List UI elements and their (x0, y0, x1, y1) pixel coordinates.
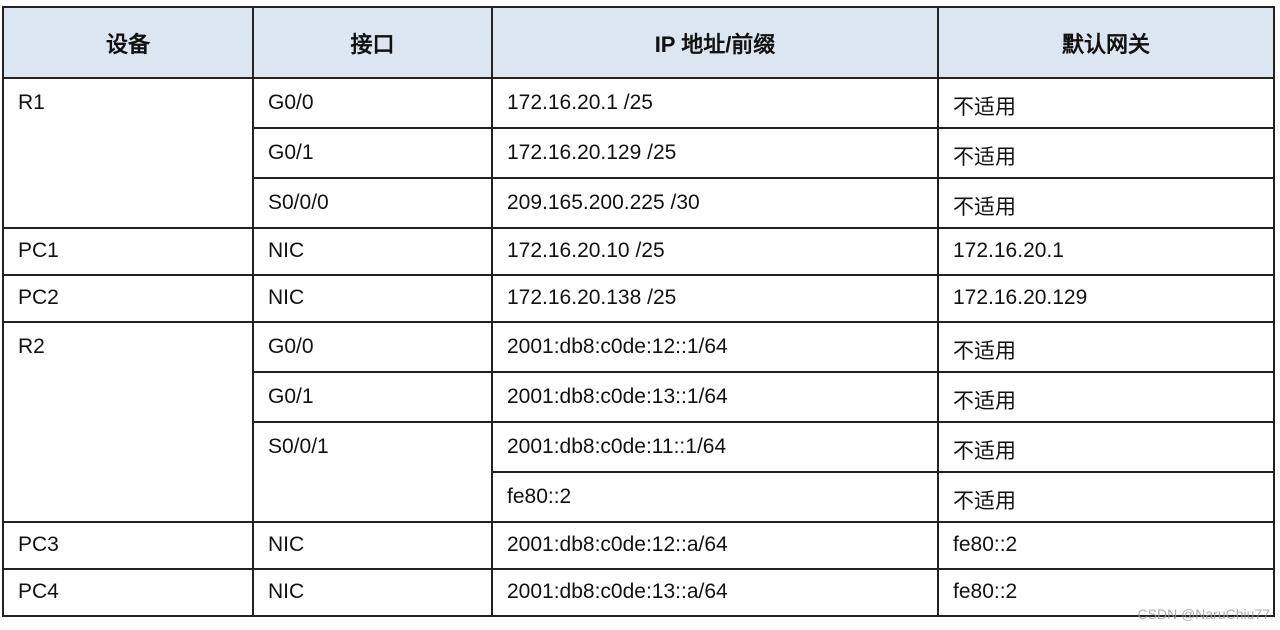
device-cell: PC1 (2, 227, 254, 276)
ip-cell: 2001:db8:c0de:11::1/64 (491, 421, 939, 473)
ip-cell: 172.16.20.10 /25 (491, 227, 939, 276)
interface-cell: G0/1 (252, 127, 493, 179)
addressing-table: 设备 接口 IP 地址/前缀 默认网关 R1 G0/0 172.16.20.1 … (2, 6, 1275, 617)
gateway-cell: 不适用 (937, 321, 1275, 373)
table-row: R1 G0/0 172.16.20.1 /25 不适用 (2, 77, 1275, 229)
ip-cell: 2001:db8:c0de:12::a/64 (491, 521, 939, 570)
interface-cell: NIC (252, 568, 493, 617)
gateway-cell: 172.16.20.1 (937, 227, 1275, 276)
gateway-cell: fe80::2 (937, 521, 1275, 570)
ip-cell: 172.16.20.138 /25 (491, 274, 939, 323)
interface-cell: NIC (252, 274, 493, 323)
device-cell: PC2 (2, 274, 254, 323)
table-row: fe80::2 不适用 (3, 471, 1275, 523)
ip-cell: 2001:db8:c0de:12::1/64 (491, 321, 939, 373)
table-row: PC1 NIC 172.16.20.10 /25 172.16.20.1 (2, 227, 1275, 276)
ip-cell: 2001:db8:c0de:13::a/64 (491, 568, 939, 617)
gateway-cell: 不适用 (937, 177, 1275, 229)
gateway-cell: 不适用 (937, 471, 1275, 523)
ip-cell: 2001:db8:c0de:13::1/64 (491, 371, 939, 423)
gateway-cell: 不适用 (937, 371, 1275, 423)
gateway-cell: 不适用 (937, 77, 1275, 129)
ip-cell: 172.16.20.129 /25 (491, 127, 939, 179)
interface-cell: G0/1 (252, 371, 493, 423)
ip-cell: fe80::2 (491, 471, 939, 523)
ip-cell: 172.16.20.1 /25 (491, 77, 939, 129)
watermark: CSDN @NaruChiu77 (1137, 606, 1270, 622)
ip-cell: 209.165.200.225 /30 (491, 177, 939, 229)
device-cell: PC3 (2, 521, 254, 570)
table-row: PC4 NIC 2001:db8:c0de:13::a/64 fe80::2 (2, 568, 1275, 617)
table-row: G0/1 2001:db8:c0de:13::1/64 不适用 (3, 371, 1275, 423)
table-row: S0/0/1 2001:db8:c0de:11::1/64 不适用 (3, 421, 1275, 523)
table-row: G0/1 172.16.20.129 /25 不适用 (3, 127, 1275, 179)
device-cell: PC4 (2, 568, 254, 617)
interface-cell: NIC (252, 227, 493, 276)
table-row: S0/0/0 209.165.200.225 /30 不适用 (3, 177, 1275, 229)
device-cell: R1 (2, 77, 254, 229)
interface-cell: NIC (252, 521, 493, 570)
gateway-cell: 172.16.20.129 (937, 274, 1275, 323)
gateway-cell: 不适用 (937, 421, 1275, 473)
gateway-cell: 不适用 (937, 127, 1275, 179)
header-ip: IP 地址/前缀 (491, 6, 939, 79)
interface-cell: S0/0/0 (252, 177, 493, 229)
interface-cell: S0/0/1 (252, 421, 493, 523)
header-interface: 接口 (252, 6, 493, 79)
table-row: R2 G0/0 2001:db8:c0de:12::1/64 不适用 (2, 321, 1275, 523)
interface-cell: G0/0 (252, 77, 493, 129)
header-device: 设备 (2, 6, 254, 79)
interface-cell: G0/0 (252, 321, 493, 373)
table-row: PC3 NIC 2001:db8:c0de:12::a/64 fe80::2 (2, 521, 1275, 570)
header-gateway: 默认网关 (937, 6, 1275, 79)
device-cell: R2 (2, 321, 254, 523)
header-row: 设备 接口 IP 地址/前缀 默认网关 (2, 6, 1275, 79)
table-row: PC2 NIC 172.16.20.138 /25 172.16.20.129 (2, 274, 1275, 323)
gateway-cell: fe80::2 (937, 568, 1275, 617)
